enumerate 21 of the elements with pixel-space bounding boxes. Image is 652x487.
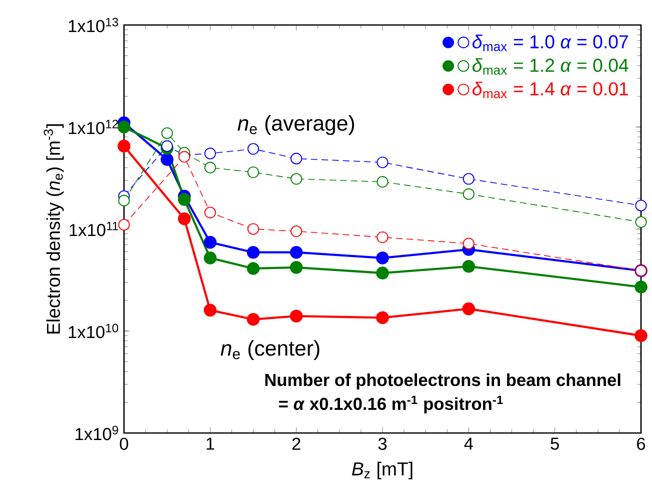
annotation: Number of photoelectrons in beam channel — [265, 373, 620, 390]
x-tick-label: 0 — [120, 438, 128, 450]
x-tick-label: 2 — [292, 438, 300, 450]
x-tick-label: 6 — [637, 438, 646, 450]
y-tick-label: 1x10$^{13}$ — [68, 18, 118, 32]
legend-label: δ$_{max}$ = 1.0 α = 0.07 — [472, 34, 628, 52]
y-axis-title: Electron density (n$_{e}$) [m$^{-3}$] — [44, 124, 64, 334]
legend-label: δ$_{max}$ = 1.4 α = 0.01 — [472, 82, 628, 98]
y-tick-label: 1x10$^{12}$ — [68, 120, 118, 134]
x-tick-label: 3 — [378, 438, 387, 450]
x-tick-label: 1 — [206, 438, 214, 450]
y-tick-label: 1x10$^{10}$ — [68, 324, 118, 338]
annotation: = α x0.1x0.16 m$^{-1}$ positron$^{-1}$ — [279, 396, 503, 414]
y-tick-label: 1x10$^{9}$ — [76, 426, 118, 440]
annotation: n$_{e}$ (average) — [238, 115, 354, 136]
legend-label: δ$_{max}$ = 1.2 α = 0.04 — [472, 58, 628, 75]
y-tick-label: 1x10$^{11}$ — [70, 222, 118, 236]
x-tick-label: 4 — [464, 438, 473, 450]
x-tick-label: 5 — [550, 438, 559, 450]
annotation: n$_{e}$ (center) — [220, 340, 320, 360]
x-axis-title: B$_{z}$ [mT] — [352, 462, 412, 480]
